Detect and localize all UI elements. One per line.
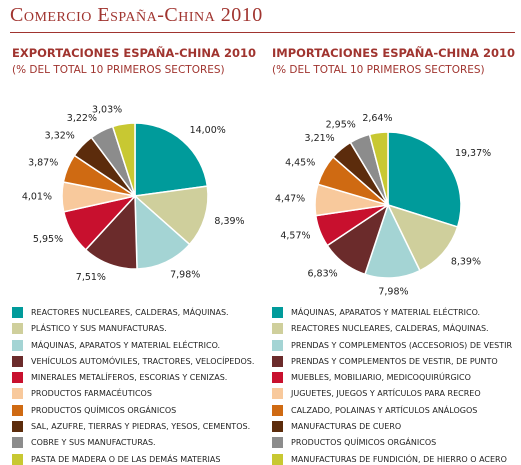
data-label: 3,87%: [28, 157, 58, 168]
pie-slice: [134, 194, 191, 270]
pie-slice: [387, 131, 462, 228]
legend-label: MÁQUINAS, APARATOS Y MATERIAL ELÉCTRICO.: [291, 308, 481, 317]
charts: 14,00% 8,39% 7,98% 7,51% 5,95% 4,01% 3,87% 3,32…: [22, 105, 491, 298]
legend-label: MANUFACTURAS DE CUERO: [291, 422, 402, 432]
data-label: 19,37%: [455, 148, 491, 159]
data-label: 3,03%: [92, 105, 122, 116]
legend-item: MANUFACTURAS DE FUNDICIÓN, DE HIERRO O A…: [272, 453, 520, 465]
legend-label: PRODUCTOS FARMACÉUTICOS: [31, 389, 152, 399]
legend-item: MÁQUINAS, APARATOS Y MATERIAL ELÉCTRICO.: [12, 339, 257, 352]
legend-label: MUEBLES, MOBILIARIO, MEDICOQUIRÚRGICO: [291, 373, 471, 383]
legend-swatch: [12, 453, 23, 465]
legend-label: REACTORES NUCLEARES, CALDERAS, MÁQUINAS.: [291, 324, 489, 334]
legend-item: COBRE Y SUS MANUFACTURAS.: [12, 437, 257, 449]
legend-item: VEHÍCULOS AUTOMÓVILES, TRACTORES, VELOCÍ…: [12, 355, 257, 368]
chart-subtitle: (% DEL TOTAL 10 PRIMEROS SECTORES): [272, 64, 485, 76]
legend-item: REACTORES NUCLEARES, CALDERAS, MÁQUINAS.: [12, 307, 257, 319]
legend-swatch: [272, 355, 283, 367]
legend-label: PRODUCTOS QUÍMICOS ORGÁNICOS: [31, 405, 177, 415]
data-label: 7,98%: [170, 269, 200, 280]
legend-item: PRENDAS Y COMPLEMENTOS (ACCESORIOS) DE V…: [272, 339, 520, 352]
data-label: 3,32%: [45, 131, 75, 142]
pie-slice: [368, 131, 389, 206]
legend-item: MANUFACTURAS DE CUERO: [272, 421, 520, 433]
legend-swatch: [272, 437, 283, 449]
pie-slice: [386, 203, 459, 272]
legend-item: PRODUCTOS QUÍMICOS ORGÁNICOS: [12, 404, 257, 417]
legend-swatch: [272, 453, 283, 465]
data-label: 8,39%: [451, 256, 481, 267]
data-label: 2,64%: [362, 113, 392, 124]
pie-slice: [133, 185, 209, 246]
legend-swatch: [12, 437, 23, 449]
legend-label: MÁQUINAS, APARATOS Y MATERIAL ELÉCTRICO.: [31, 340, 221, 350]
pie-slice: [111, 122, 136, 197]
chart-title: EXPORTACIONES ESPAÑA-CHINA 2010: [12, 46, 256, 60]
legend-item: CALZADO, POLAINAS Y ARTÍCULOS ANÁLOGOS: [272, 404, 520, 417]
data-label: 5,95%: [33, 234, 63, 245]
legend-item: PRODUCTOS FARMACÉUTICOS: [12, 388, 257, 400]
legend-swatch: [12, 355, 23, 367]
legend-swatch: [272, 388, 283, 400]
legend-item: JUGUETES, JUEGOS Y ARTÍCULOS PARA RECREO: [272, 388, 520, 400]
data-label: 8,39%: [214, 216, 244, 227]
legend: MÁQUINAS, APARATOS Y MATERIAL ELÉCTRICO.…: [272, 307, 520, 465]
legend-label: MINERALES METALÍFEROS, ESCORIAS Y CENIZA…: [31, 373, 228, 383]
legend-swatch: [12, 404, 23, 416]
legend-item: MUEBLES, MOBILIARIO, MEDICOQUIRÚRGICO: [272, 372, 520, 384]
legend-item: REACTORES NUCLEARES, CALDERAS, MÁQUINAS.: [272, 323, 520, 335]
legend-label: JUGUETES, JUEGOS Y ARTÍCULOS PARA RECREO: [291, 389, 481, 399]
legend-item: PASTA DE MADERA O DE LAS DEMÁS MATERIAS …: [12, 453, 257, 465]
data-label: 3,21%: [305, 133, 335, 144]
legend-label: MANUFACTURAS DE FUNDICIÓN, DE HIERRO O A…: [291, 454, 507, 464]
legend-swatch: [12, 388, 23, 400]
legend-label: PASTA DE MADERA O DE LAS DEMÁS MATERIAS …: [31, 454, 221, 464]
legend-swatch: [12, 307, 23, 318]
legend-swatch: [272, 372, 283, 384]
data-label: 4,57%: [280, 231, 310, 242]
legend-item: PLÁSTICO Y SUS MANUFACTURAS.: [12, 323, 257, 335]
legend-label: VEHÍCULOS AUTOMÓVILES, TRACTORES, VELOCÍ…: [31, 356, 255, 366]
data-label: 4,45%: [285, 158, 315, 169]
page-title: Comercio España-China 2010: [10, 4, 263, 26]
legend-item: SAL, AZUFRE, TIERRAS Y PIEDRAS, YESOS, C…: [12, 421, 257, 433]
legend-item: MÁQUINAS, APARATOS Y MATERIAL ELÉCTRICO.: [272, 307, 520, 319]
legend-item: MINERALES METALÍFEROS, ESCORIAS Y CENIZA…: [12, 372, 257, 384]
legend-swatch: [272, 307, 283, 318]
data-label: 4,47%: [275, 193, 305, 204]
data-label: 7,98%: [378, 286, 408, 297]
legend-item: PRODUCTOS QUÍMICOS ORGÁNICOS: [272, 437, 520, 449]
legend-label: PRENDAS Y COMPLEMENTOS (ACCESORIOS) DE V…: [291, 340, 513, 350]
legend-swatch: [272, 404, 283, 416]
legend-label: PRENDAS Y COMPLEMENTOS DE VESTIR, DE PUN…: [291, 356, 498, 366]
data-label: 2,95%: [326, 119, 356, 130]
pie-slice: [134, 122, 209, 197]
legend-swatch: [272, 323, 283, 335]
legend-swatch: [272, 339, 283, 351]
legend: REACTORES NUCLEARES, CALDERAS, MÁQUINAS.…: [12, 307, 257, 465]
legend-label: CALZADO, POLAINAS Y ARTÍCULOS ANÁLOGOS: [291, 405, 478, 415]
data-label: 7,51%: [76, 272, 106, 283]
chart-subtitle: (% DEL TOTAL 10 PRIMEROS SECTORES): [12, 64, 225, 76]
title-rule: [10, 32, 515, 33]
legend-label: COBRE Y SUS MANUFACTURAS.: [31, 438, 156, 448]
data-label: 4,01%: [22, 192, 52, 203]
legend-swatch: [12, 339, 23, 351]
legend-swatch: [12, 372, 23, 384]
legend-label: REACTORES NUCLEARES, CALDERAS, MÁQUINAS.: [31, 308, 229, 317]
data-label: 3,22%: [67, 113, 97, 124]
legend-item: PRENDAS Y COMPLEMENTOS DE VESTIR, DE PUN…: [272, 355, 520, 368]
legend-swatch: [12, 421, 23, 433]
legend-label: PRODUCTOS QUÍMICOS ORGÁNICOS: [291, 438, 437, 448]
legend-label: PLÁSTICO Y SUS MANUFACTURAS.: [31, 324, 167, 334]
chart-title: IMPORTACIONES ESPAÑA-CHINA 2010: [272, 46, 515, 60]
legend-swatch: [272, 421, 283, 433]
legend-swatch: [12, 323, 23, 335]
data-label: 6,83%: [307, 269, 337, 280]
data-label: 14,00%: [190, 125, 226, 136]
legend-label: SAL, AZUFRE, TIERRAS Y PIEDRAS, YESOS, C…: [31, 422, 251, 432]
